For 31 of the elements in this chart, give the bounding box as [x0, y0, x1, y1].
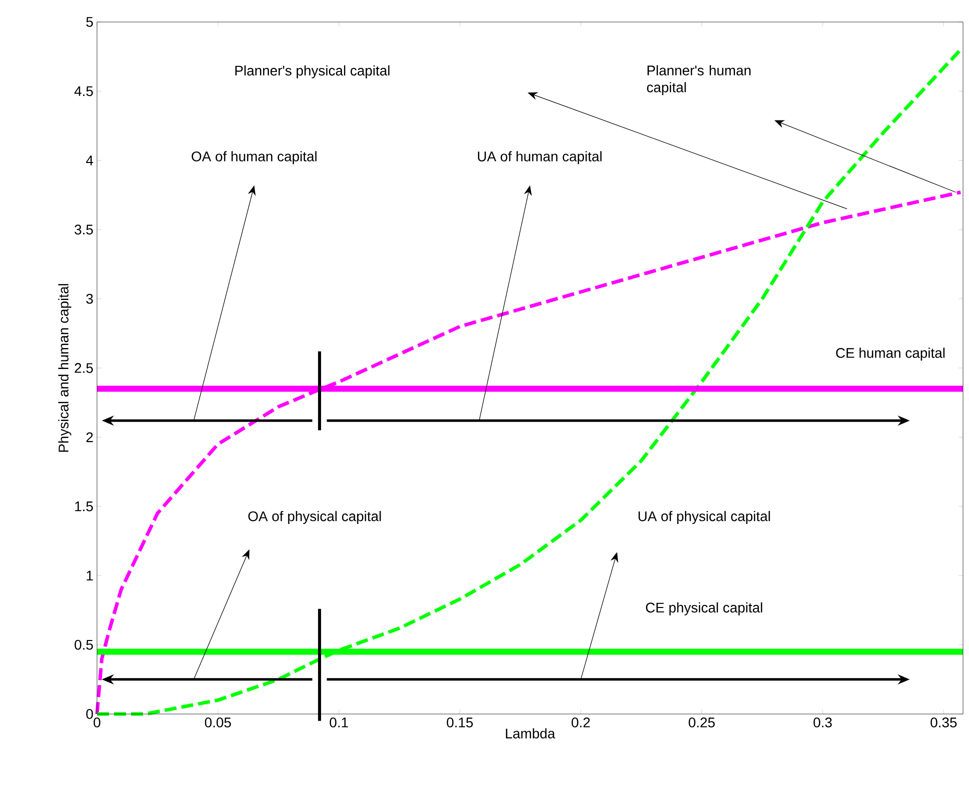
x-tick-label: 0.1	[330, 718, 348, 728]
y-tick-label: 0.5	[74, 640, 93, 650]
x-tick-label: 0.35	[930, 718, 957, 728]
annotation: OA of physical capital	[248, 510, 381, 524]
annotation: UA of physical capital	[638, 510, 770, 524]
y-tick-label: 5	[86, 17, 93, 27]
y-axis-title: Physical and human capital	[58, 284, 72, 452]
x-tick-label: 0.05	[204, 718, 231, 728]
y-tick-label: 1	[86, 570, 93, 580]
x-tick-label: 0.2	[572, 718, 590, 728]
y-tick-label: 2	[86, 432, 93, 442]
x-tick-label: 0.25	[688, 718, 715, 728]
annotation: CE human capital	[836, 348, 945, 361]
y-tick-label: 1.5	[75, 502, 93, 512]
x-tick-label: 0.15	[446, 718, 473, 728]
y-tick-label: 4	[86, 156, 94, 166]
y-tick-label: 4.5	[74, 86, 93, 96]
x-tick-label: 0.3	[814, 718, 832, 728]
annotation: CE physical capital	[646, 602, 762, 616]
annotation: Planner's physical capital	[235, 65, 390, 78]
x-axis-title: Lambda	[506, 728, 556, 738]
y-tick-label: 2.5	[74, 363, 93, 373]
y-tick-label: 0	[86, 709, 93, 719]
line-series	[95, 190, 962, 716]
annotation: OA of human capital	[192, 151, 316, 164]
y-tick-label: 3.5	[74, 224, 93, 235]
annotation: UA of human capital	[478, 151, 602, 164]
line-series	[95, 48, 962, 716]
x-tick-label: 0	[94, 718, 100, 728]
y-tick-label: 3	[86, 294, 93, 304]
annotation: Planner's human capital	[647, 65, 751, 96]
